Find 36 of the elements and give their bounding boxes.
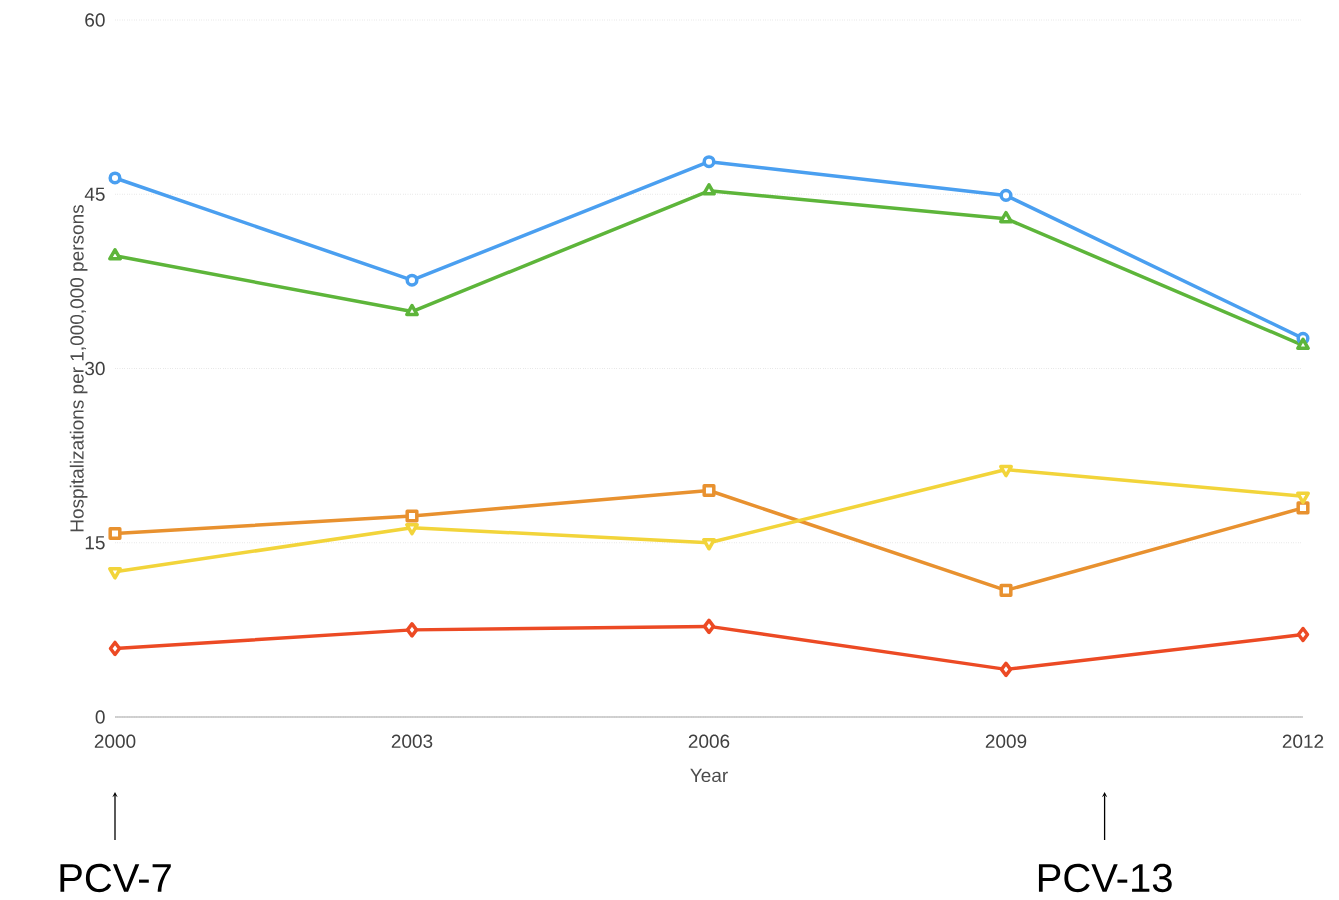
point xyxy=(405,273,419,287)
point xyxy=(999,188,1013,202)
point xyxy=(108,526,122,541)
y-tick-label: 45 xyxy=(84,187,105,201)
point xyxy=(1296,337,1310,351)
point xyxy=(702,183,716,196)
point xyxy=(108,640,122,657)
point xyxy=(702,618,716,635)
point xyxy=(1296,501,1310,515)
point xyxy=(108,248,122,261)
point xyxy=(1296,626,1310,643)
point xyxy=(702,155,716,169)
point xyxy=(108,171,122,185)
point xyxy=(702,483,716,498)
point xyxy=(999,661,1013,678)
x-tick-label: 2000 xyxy=(94,734,136,748)
point xyxy=(999,210,1013,224)
x-axis-title: Year xyxy=(690,768,728,783)
point xyxy=(1296,491,1310,505)
point xyxy=(405,522,419,536)
text: PCV-13 xyxy=(1038,863,1172,893)
y-tick-label: 0 xyxy=(95,710,105,724)
point xyxy=(405,622,419,638)
point xyxy=(999,464,1013,478)
point xyxy=(999,583,1013,597)
point xyxy=(108,567,122,580)
y-tick-label: 60 xyxy=(85,13,105,27)
y-tick-label: 15 xyxy=(85,536,105,550)
text: PCV-7 xyxy=(60,863,171,893)
x-tick-label: 2009 xyxy=(985,734,1027,748)
x-tick-label: 2006 xyxy=(688,734,730,748)
x-tick-label: 2012 xyxy=(1282,734,1324,748)
point xyxy=(702,538,716,551)
point xyxy=(405,509,419,523)
x-tick-label: 2003 xyxy=(391,734,433,748)
point xyxy=(405,303,419,317)
